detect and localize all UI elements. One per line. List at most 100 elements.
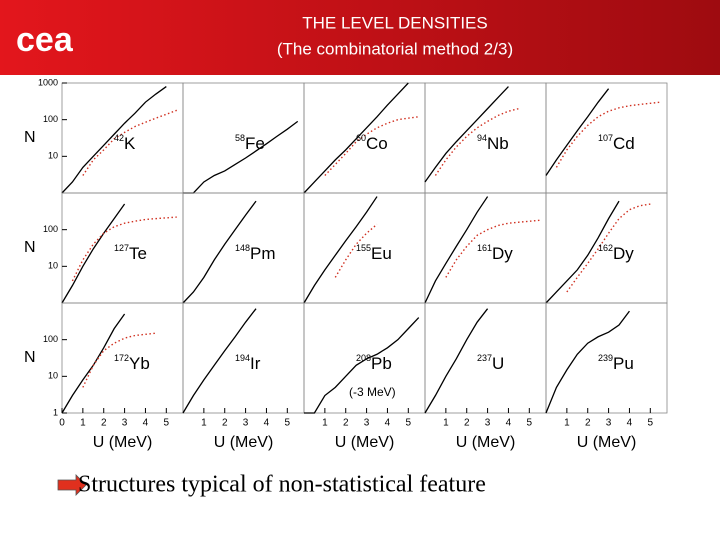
x-tick-label: 3 [122, 418, 128, 429]
x-axis-label: U (MeV) [214, 434, 274, 451]
nucleus-label: 161Dy [477, 243, 513, 263]
element-symbol: Co [366, 134, 388, 153]
series-line [545, 310, 630, 414]
element-symbol: Yb [129, 354, 150, 373]
x-axis-label: U (MeV) [335, 434, 395, 451]
series-line [82, 332, 156, 388]
mass-number: 58 [235, 133, 245, 143]
element-symbol: U [492, 354, 504, 373]
x-tick-label: 2 [101, 418, 107, 429]
series-line [545, 88, 610, 176]
element-symbol: Nb [487, 134, 509, 153]
x-axis-label: U (MeV) [577, 434, 637, 451]
element-symbol: Pm [250, 244, 276, 263]
series-line [183, 120, 299, 194]
mass-number: 127 [114, 243, 129, 253]
y-tick-label: 100 [43, 334, 58, 344]
x-tick-label: 1 [201, 418, 207, 429]
y-axis-label: N [24, 239, 36, 256]
x-tick-label: 2 [222, 418, 228, 429]
y-tick-label: 10 [48, 371, 58, 381]
y-tick-label: 100 [43, 114, 58, 124]
nucleus-label: 239Pu [598, 353, 634, 373]
mass-number: 60 [356, 133, 366, 143]
x-tick-label: 4 [627, 418, 633, 429]
x-tick-label: 1 [80, 418, 86, 429]
series-line [61, 313, 126, 414]
x-tick-label: 5 [406, 418, 412, 429]
x-tick-label: 3 [606, 418, 612, 429]
nucleus-label: 172Yb [114, 353, 150, 373]
series-line [424, 86, 509, 183]
y-tick-label: 10 [48, 261, 58, 271]
series-line [61, 203, 126, 304]
y-tick-label: 1000 [38, 77, 58, 87]
series-line [445, 219, 540, 278]
annotation: (-3 MeV) [349, 385, 396, 399]
y-tick-label: 10 [48, 151, 58, 161]
x-tick-label: 4 [506, 418, 512, 429]
element-symbol: Eu [371, 244, 392, 263]
header-bar [0, 0, 720, 75]
x-tick-label: 4 [264, 418, 270, 429]
nucleus-label: 194Ir [235, 353, 261, 373]
nucleus-label: 148Pm [235, 243, 276, 263]
mass-number: 162 [598, 243, 613, 253]
series-line [304, 317, 420, 414]
series-line [324, 116, 419, 176]
mass-number: 107 [598, 133, 613, 143]
x-tick-label: 1 [443, 418, 449, 429]
arrow-icon [57, 474, 87, 496]
series-line [71, 216, 177, 282]
nucleus-label: 237U [477, 353, 504, 373]
nucleus-label: 208Pb [356, 353, 392, 373]
mass-number: 194 [235, 353, 250, 363]
logo: cea [16, 21, 74, 59]
series-line [424, 196, 489, 304]
footer-text: Structures typical of non-statistical fe… [78, 472, 486, 498]
element-symbol: Fe [245, 134, 265, 153]
nucleus-label: 162Dy [598, 243, 634, 263]
nucleus-label: 155Eu [356, 243, 392, 263]
x-axis-label: U (MeV) [93, 434, 153, 451]
element-symbol: Pb [371, 354, 392, 373]
mass-number: 237 [477, 353, 492, 363]
series-line [566, 203, 651, 293]
subtitle: (The combinatorial method 2/3) [277, 39, 513, 58]
mass-number: 161 [477, 243, 492, 253]
mass-number: 148 [235, 243, 250, 253]
x-tick-label: 5 [527, 418, 533, 429]
series-line [303, 196, 378, 304]
mass-number: 94 [477, 133, 487, 143]
x-tick-label: 5 [648, 418, 654, 429]
nucleus-label: 127Te [114, 243, 147, 263]
y-axis-label: N [24, 129, 36, 146]
element-symbol: Pu [613, 354, 634, 373]
y-tick-label: 100 [43, 224, 58, 234]
mass-number: 208 [356, 353, 371, 363]
mass-number: 42 [114, 133, 124, 143]
x-axis-label: U (MeV) [456, 434, 516, 451]
x-tick-label: 3 [364, 418, 370, 429]
x-tick-label: 2 [343, 418, 349, 429]
nucleus-label: 58Fe [235, 133, 265, 153]
element-symbol: Ir [250, 354, 261, 373]
series-line [424, 308, 489, 414]
x-tick-label: 4 [385, 418, 391, 429]
x-tick-label: 5 [164, 418, 170, 429]
x-tick-label: 5 [285, 418, 291, 429]
nucleus-label: 42K [114, 133, 136, 153]
x-tick-label: 3 [243, 418, 249, 429]
mass-number: 155 [356, 243, 371, 253]
series-line [82, 109, 177, 176]
x-tick-label: 1 [564, 418, 570, 429]
y-tick-label: 1 [53, 407, 58, 417]
series-line [545, 200, 620, 304]
nucleus-label: 107Cd [598, 133, 635, 153]
x-tick-label: 2 [585, 418, 591, 429]
series-line [61, 86, 167, 194]
mass-number: 172 [114, 353, 129, 363]
charts: 10 100 1000 N 42K 58Fe 60Co 94Nb 107Cd 10 100 N 127T… [24, 77, 668, 451]
